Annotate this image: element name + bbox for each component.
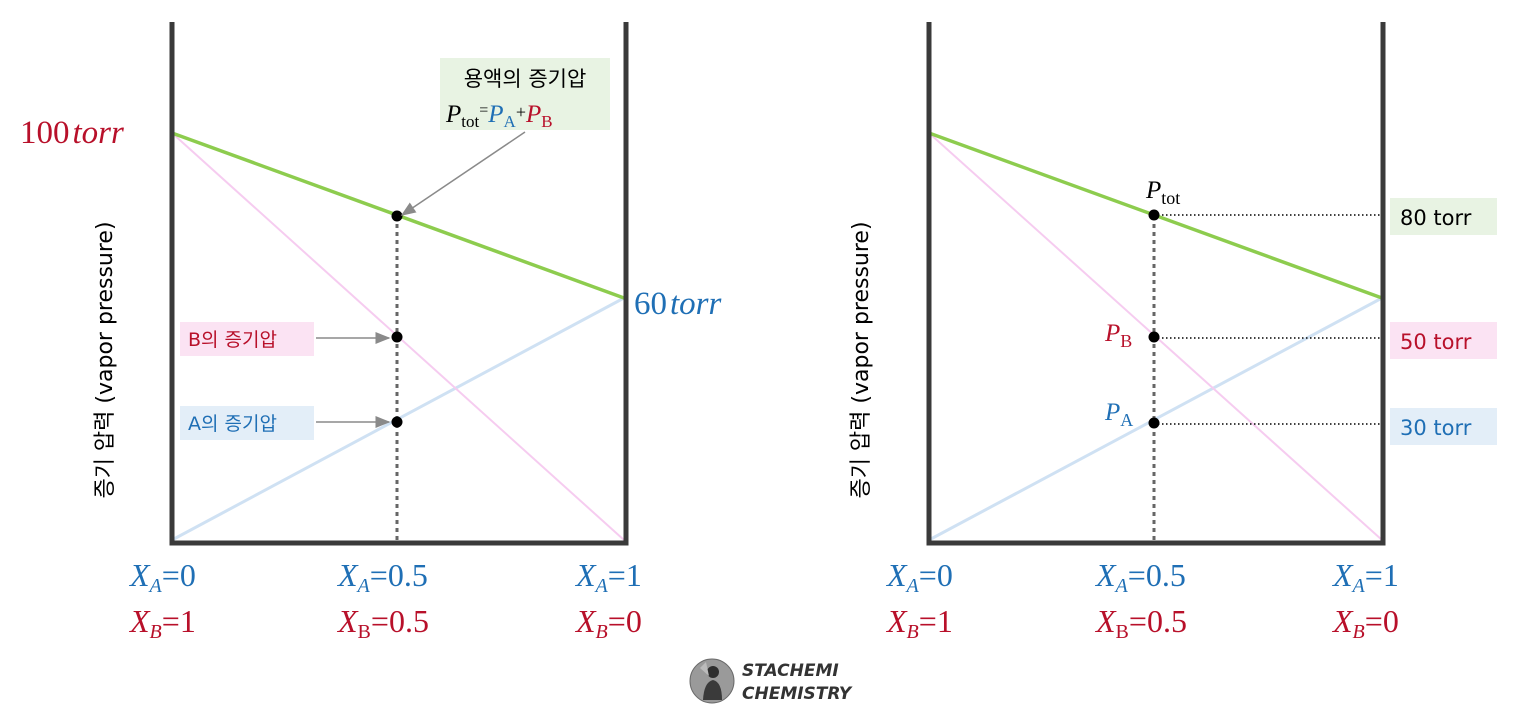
right-x-tick-labels: XA=0 XB=1 XA=0.5 XB=0.5 XA=1 XB=0 bbox=[885, 557, 1399, 643]
xb-tick-0-right: XB=1 bbox=[885, 603, 953, 643]
logo-line2: CHEMISTRY bbox=[742, 684, 853, 704]
tot-value: 80 torr bbox=[1400, 206, 1472, 230]
total-callout-title: 용액의 증기압 bbox=[464, 67, 587, 91]
total-callout-arrow bbox=[400, 131, 526, 216]
ptot-point bbox=[391, 210, 403, 222]
left-x-tick-labels: XA=0 XB=1 XA=0.5 XB=0.5 XA=1 XB=0 bbox=[128, 557, 642, 643]
xa-tick-1-right: XA=0.5 bbox=[1094, 557, 1186, 597]
pb-label: PB bbox=[1104, 320, 1132, 351]
total-callout-box bbox=[440, 58, 610, 130]
xb-tick-1: XB=0.5 bbox=[336, 603, 429, 643]
a-value: 30 torr bbox=[1400, 416, 1472, 440]
b-callout-box bbox=[180, 322, 314, 356]
logo-line1: STACHEMI bbox=[742, 661, 839, 681]
plot-frame-right bbox=[926, 22, 1386, 546]
pure-a-pressure-label: 60torr bbox=[634, 286, 722, 322]
a-value-box bbox=[1390, 408, 1497, 445]
y-axis-label-right: 증기 압력 (vapor pressure) bbox=[849, 221, 874, 498]
xb-tick-1-right: XB=0.5 bbox=[1094, 603, 1187, 643]
a-callout-box bbox=[180, 406, 314, 440]
pure-b-pressure-label: 100torr bbox=[20, 115, 124, 151]
b-value: 50 torr bbox=[1400, 330, 1472, 354]
xa-tick-0-right: XA=0 bbox=[885, 557, 953, 597]
tot-value-box bbox=[1390, 198, 1497, 235]
pa-label: PA bbox=[1104, 399, 1133, 430]
b-value-box bbox=[1390, 322, 1497, 359]
stachemi-logo: STACHEMI CHEMISTRY bbox=[689, 658, 853, 704]
left-panel: 증기 압력 (vapor pressure) 100torr 60torr 용액… bbox=[20, 22, 722, 643]
xb-tick-2: XB=0 bbox=[574, 603, 642, 643]
b-callout-label: B의 증기압 bbox=[188, 329, 277, 351]
xa-tick-2: XA=1 bbox=[574, 557, 642, 597]
pa-point-right bbox=[1148, 417, 1160, 429]
xa-tick-2-right: XA=1 bbox=[1331, 557, 1399, 597]
xb-tick-2-right: XB=0 bbox=[1331, 603, 1399, 643]
xb-tick-0: XB=1 bbox=[128, 603, 196, 643]
xa-tick-1: XA=0.5 bbox=[336, 557, 428, 597]
pb-point-right bbox=[1148, 331, 1160, 343]
ptot-point-right bbox=[1148, 209, 1160, 221]
pb-point bbox=[391, 331, 403, 343]
xa-tick-0: XA=0 bbox=[128, 557, 196, 597]
y-axis-label: 증기 압력 (vapor pressure) bbox=[93, 221, 118, 498]
a-callout-label: A의 증기압 bbox=[188, 413, 277, 435]
pa-point bbox=[391, 416, 403, 428]
right-panel: 증기 압력 (vapor pressure) Ptot PB PA 80 tor… bbox=[849, 22, 1497, 643]
ptot-label: Ptot bbox=[1145, 177, 1180, 208]
total-callout-formula: Ptot=PA+PB bbox=[445, 101, 553, 131]
plot-frame bbox=[169, 22, 629, 546]
